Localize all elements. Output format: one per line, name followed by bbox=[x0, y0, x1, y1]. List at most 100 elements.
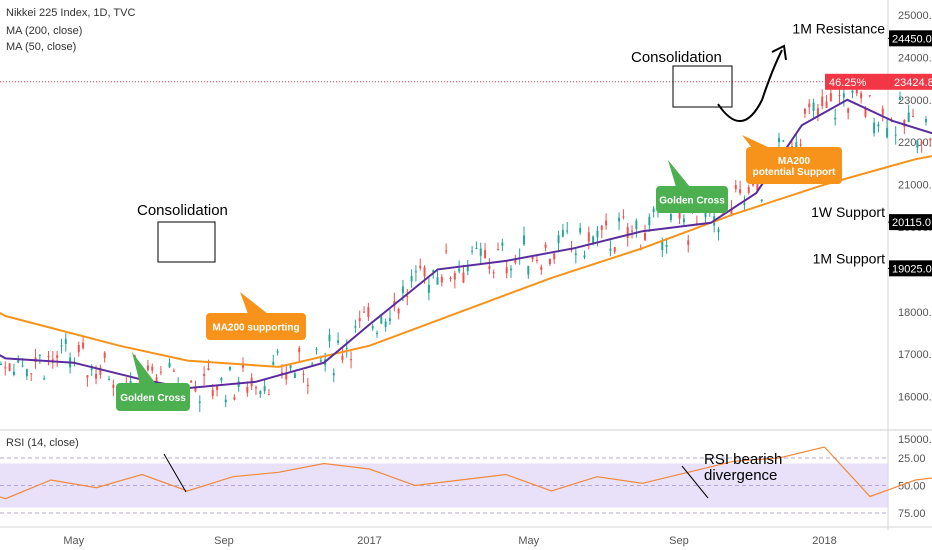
y-tick-label: 15000.0 bbox=[898, 434, 932, 446]
candle-body bbox=[782, 140, 785, 142]
candle-body bbox=[803, 108, 806, 114]
candle-body bbox=[881, 108, 884, 115]
ma200-potential-callout-text: MA200 bbox=[778, 156, 811, 167]
candle-body bbox=[272, 361, 275, 365]
candle-body bbox=[855, 88, 858, 94]
candle-body bbox=[540, 266, 543, 270]
candle-body bbox=[682, 218, 685, 223]
candle-body bbox=[778, 137, 780, 143]
candle-body bbox=[319, 360, 322, 362]
candle-body bbox=[423, 267, 426, 277]
golden-cross-callout-right-pointer bbox=[668, 160, 690, 187]
candle-body bbox=[747, 187, 750, 193]
candle-body bbox=[38, 354, 41, 356]
candle-body bbox=[730, 208, 733, 215]
candle-body bbox=[743, 203, 746, 205]
candle-body bbox=[760, 199, 763, 202]
candle-body bbox=[553, 253, 556, 260]
ma200-supporting-callout bbox=[206, 313, 306, 340]
x-tick-label: 2017 bbox=[357, 535, 381, 547]
candle-body bbox=[566, 230, 569, 232]
candle-body bbox=[203, 374, 206, 376]
y-tick-label: 17000.0 bbox=[898, 349, 932, 361]
support-1w-label: 1W Support bbox=[811, 204, 885, 220]
golden-cross-callout-right bbox=[656, 186, 728, 213]
candle-body bbox=[557, 235, 560, 244]
candle-body bbox=[479, 248, 482, 256]
candle-body bbox=[345, 348, 348, 350]
rsi-divergence-line-left bbox=[163, 453, 187, 493]
candle-body bbox=[0, 363, 2, 366]
candle-body bbox=[531, 257, 534, 260]
resistance-1m-tag bbox=[889, 30, 932, 47]
rsi-divergence-label-2: divergence bbox=[704, 467, 777, 484]
candle-body bbox=[829, 93, 832, 101]
candle-body bbox=[669, 214, 672, 220]
candle-body bbox=[838, 95, 841, 97]
candle-body bbox=[514, 258, 517, 263]
candle-body bbox=[899, 98, 902, 101]
y-tick-label: 23000.0 bbox=[898, 95, 932, 107]
candle-body bbox=[687, 240, 690, 245]
ma200-potential-callout-text: potential Support bbox=[753, 167, 836, 178]
candle-body bbox=[920, 141, 923, 145]
candle-body bbox=[367, 307, 370, 317]
candle-body bbox=[548, 258, 551, 265]
candle-body bbox=[216, 386, 219, 391]
candle-body bbox=[12, 371, 15, 375]
candle-body bbox=[432, 270, 435, 272]
candle-body bbox=[427, 284, 430, 293]
ma200-legend: MA (200, close) bbox=[6, 25, 83, 37]
golden-cross-callout-left-pointer bbox=[132, 352, 156, 384]
candle-body bbox=[851, 90, 854, 93]
ma200-line bbox=[0, 155, 932, 368]
candle-body bbox=[605, 220, 608, 226]
candle-body bbox=[155, 377, 158, 383]
candle-body bbox=[406, 295, 409, 297]
candle-body bbox=[873, 122, 876, 134]
candle-body bbox=[380, 317, 383, 324]
candle-body bbox=[661, 239, 664, 250]
candle-body bbox=[17, 359, 20, 363]
support-1w-tag bbox=[889, 214, 932, 231]
golden-cross-callout-left bbox=[116, 383, 190, 411]
candle-body bbox=[60, 345, 63, 347]
candle-body bbox=[816, 108, 819, 116]
ma50-legend: MA (50, close) bbox=[6, 41, 77, 53]
candle-body bbox=[497, 249, 500, 251]
y-tick-label: 25000.0 bbox=[898, 10, 932, 22]
candle-body bbox=[112, 384, 115, 388]
support-1w-tag-value: 20115.0 bbox=[892, 217, 931, 229]
candle-body bbox=[812, 102, 815, 111]
x-tick-label: May bbox=[518, 535, 539, 547]
candle-body bbox=[911, 116, 914, 118]
candle-body bbox=[388, 318, 391, 322]
candle-body bbox=[233, 397, 236, 400]
candle-body bbox=[544, 244, 547, 248]
candle-body bbox=[146, 365, 149, 371]
candle-body bbox=[453, 273, 456, 280]
candle-body bbox=[337, 340, 340, 343]
candle-body bbox=[276, 351, 279, 353]
candle-body bbox=[505, 267, 508, 274]
candle-body bbox=[242, 364, 245, 368]
candle-body bbox=[527, 265, 530, 275]
candle-body bbox=[510, 268, 513, 271]
resistance-1m-tag-value: 24450.0 bbox=[892, 33, 932, 45]
consolidation-label-right: Consolidation bbox=[631, 49, 722, 66]
candle-body bbox=[77, 344, 80, 353]
candle-body bbox=[220, 377, 223, 381]
candle-body bbox=[583, 255, 586, 258]
candle-body bbox=[25, 369, 28, 377]
candle-body bbox=[289, 365, 292, 369]
candle-body bbox=[371, 326, 374, 329]
candle-body bbox=[592, 236, 595, 243]
candle-body bbox=[263, 386, 266, 392]
candle-body bbox=[306, 384, 309, 387]
candle-body bbox=[929, 138, 932, 141]
candle-body bbox=[799, 144, 802, 146]
candle-body bbox=[561, 230, 564, 237]
candle-body bbox=[332, 373, 335, 376]
candle-body bbox=[475, 247, 478, 249]
projection-arrowhead bbox=[771, 44, 787, 61]
